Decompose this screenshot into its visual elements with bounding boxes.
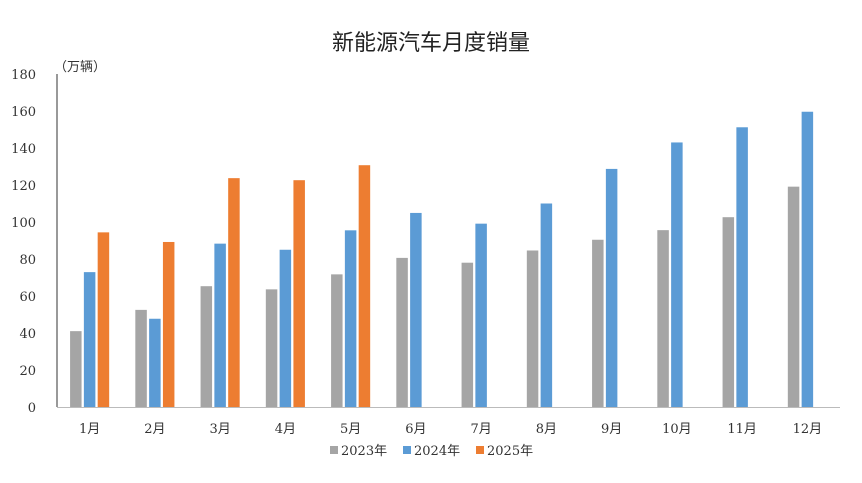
- bar-2024年-1月: [83, 272, 96, 407]
- x-tick-label: 11月: [727, 422, 757, 437]
- x-tick-label: 7月: [470, 422, 491, 437]
- y-tick-label: 100: [11, 216, 36, 231]
- legend-swatch: [476, 446, 484, 454]
- bar-2023年-6月: [396, 257, 408, 407]
- chart-title: 新能源汽车月度销量: [332, 31, 530, 56]
- legend-label: 2025年: [487, 444, 533, 459]
- bar-2024年-5月: [344, 230, 357, 407]
- y-tick-label: 0: [28, 401, 36, 416]
- bar-2024年-9月: [605, 168, 618, 407]
- bar-2024年-12月: [801, 111, 814, 408]
- legend: 2023年 2024年 2025年: [330, 444, 533, 459]
- y-tick-label: 180: [11, 68, 36, 83]
- bar-2025年-4月: [293, 180, 305, 407]
- x-tick-label: 8月: [536, 422, 557, 437]
- bar-2025年-2月: [162, 241, 175, 407]
- legend-swatch: [403, 446, 411, 454]
- y-tick-label: 20: [19, 364, 36, 379]
- y-tick-label: 60: [19, 290, 36, 305]
- x-tick-label: 3月: [209, 422, 230, 437]
- bar-2024年-7月: [475, 223, 487, 407]
- x-tick-label: 9月: [601, 422, 622, 437]
- y-axis-unit-label: （万辆）: [54, 60, 106, 75]
- bar-2023年-3月: [200, 286, 213, 407]
- bar-2025年-1月: [97, 232, 110, 407]
- bar-2023年-11月: [722, 217, 735, 407]
- bar-2023年-10月: [657, 230, 669, 407]
- bar-2023年-12月: [787, 186, 800, 407]
- bar-2023年-5月: [331, 274, 343, 407]
- bar-2024年-3月: [214, 243, 226, 407]
- bar-2023年-1月: [70, 331, 82, 407]
- bar-2024年-6月: [410, 212, 422, 407]
- x-tick-label: 2月: [144, 422, 165, 437]
- legend-label: 2024年: [414, 444, 460, 459]
- x-tick-label: 5月: [340, 422, 361, 437]
- bar-2023年-2月: [135, 309, 147, 407]
- x-tick-label: 6月: [405, 422, 426, 437]
- bar-2025年-5月: [358, 165, 371, 407]
- x-tick-label: 10月: [662, 422, 692, 437]
- x-tick-label: 4月: [275, 422, 296, 437]
- bar-2023年-8月: [526, 250, 539, 407]
- bar-2024年-8月: [540, 203, 553, 407]
- legend-swatch: [330, 446, 338, 454]
- legend-label: 2023年: [341, 444, 387, 459]
- y-tick-label: 140: [11, 142, 36, 157]
- y-tick-label: 120: [11, 179, 36, 194]
- x-tick-label: 1月: [79, 422, 100, 437]
- y-tick-label: 40: [19, 327, 36, 342]
- bar-2025年-3月: [228, 178, 240, 407]
- bar-2023年-7月: [461, 262, 474, 407]
- bar-2024年-4月: [279, 249, 292, 407]
- bar-2024年-11月: [736, 127, 748, 407]
- bar-2024年-10月: [671, 142, 683, 407]
- x-tick-label: 12月: [793, 422, 823, 437]
- bar-2023年-9月: [592, 239, 604, 407]
- bar-2023年-4月: [265, 289, 278, 407]
- y-tick-label: 160: [11, 105, 36, 120]
- y-tick-label: 80: [19, 253, 36, 268]
- bar-2024年-2月: [149, 318, 161, 407]
